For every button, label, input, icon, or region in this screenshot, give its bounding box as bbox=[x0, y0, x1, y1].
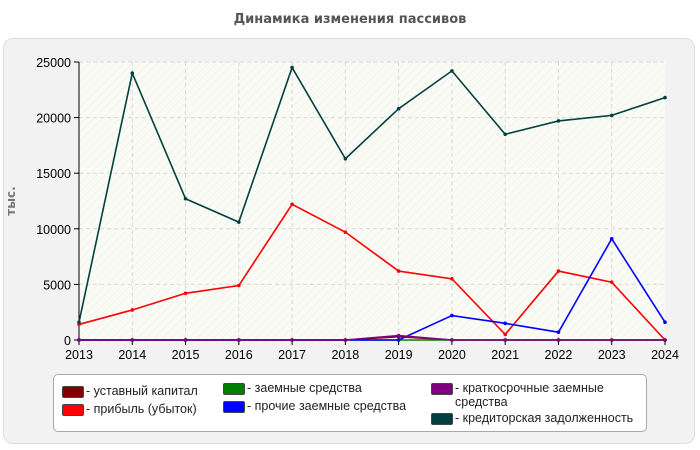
data-point bbox=[450, 313, 454, 318]
series-line-1 bbox=[78, 203, 666, 341]
data-point bbox=[556, 330, 561, 335]
data-point bbox=[396, 106, 401, 111]
data-point bbox=[663, 95, 667, 100]
x-tick-label: 2016 bbox=[225, 348, 253, 362]
data-point bbox=[237, 283, 241, 288]
legend-swatch bbox=[223, 383, 245, 395]
series-line-5 bbox=[78, 65, 666, 323]
y-tick-label: 25000 bbox=[36, 56, 71, 70]
legend-label: - прибыль (убыток) bbox=[86, 402, 197, 416]
data-point bbox=[183, 196, 188, 201]
y-tick-label: 0 bbox=[64, 334, 71, 348]
x-tick-label: 2021 bbox=[491, 348, 519, 362]
data-point bbox=[290, 65, 294, 70]
legend-label: - краткосрочные заемные средства bbox=[455, 381, 604, 409]
data-point bbox=[77, 338, 81, 342]
data-point bbox=[396, 338, 401, 342]
y-tick-label: 20000 bbox=[36, 112, 71, 126]
y-tick-label: 15000 bbox=[36, 167, 71, 181]
x-tick-label: 2023 bbox=[598, 348, 626, 362]
x-tick-label: 2020 bbox=[438, 348, 466, 362]
data-point bbox=[130, 71, 135, 75]
data-point bbox=[183, 291, 188, 296]
y-tick-label: 10000 bbox=[36, 223, 71, 237]
x-tick-label: 2024 bbox=[651, 348, 679, 362]
data-point bbox=[343, 156, 348, 161]
legend-label: - уставный капитал bbox=[86, 384, 198, 398]
x-tick-label: 2022 bbox=[545, 348, 573, 362]
data-point bbox=[503, 132, 507, 137]
legend-label: - кредиторская задолженность bbox=[455, 411, 634, 425]
legend-item-kreditorskaya: - кредиторская задолженность bbox=[431, 411, 633, 425]
legend-item-pribyl: - прибыль (убыток) bbox=[62, 402, 197, 416]
data-point bbox=[130, 308, 135, 312]
legend-item-kratkosrochnye: - краткосрочные заемные средства bbox=[431, 381, 631, 409]
x-tick-label: 2017 bbox=[278, 348, 306, 362]
data-point bbox=[609, 237, 614, 241]
x-tick-label: 2014 bbox=[118, 348, 146, 362]
data-point bbox=[396, 269, 401, 273]
x-tick-label: 2013 bbox=[65, 348, 93, 362]
legend-item-ustavny-kapital: - уставный капитал bbox=[62, 384, 198, 398]
data-point bbox=[556, 119, 561, 123]
x-tick-label: 2015 bbox=[172, 348, 200, 362]
data-point bbox=[290, 202, 294, 207]
data-point bbox=[503, 332, 507, 337]
data-point bbox=[183, 338, 188, 342]
legend-label: - заемные средства bbox=[247, 381, 362, 395]
x-tick-label: 2019 bbox=[385, 348, 413, 362]
series-lines bbox=[77, 65, 667, 342]
tick-labels: 0 5000 10000 15000 20000 25000 2013 2014 2015 201… bbox=[36, 56, 679, 362]
y-axis-label: тыс. bbox=[4, 186, 18, 216]
data-point bbox=[663, 320, 667, 325]
data-point bbox=[503, 321, 507, 326]
plot-area bbox=[79, 62, 665, 340]
data-point bbox=[450, 338, 454, 342]
legend-swatch bbox=[62, 386, 84, 398]
chart-legend: - уставный капитал - прибыль (убыток) - … bbox=[53, 374, 647, 432]
data-point bbox=[609, 280, 614, 284]
data-point bbox=[450, 277, 454, 281]
data-point bbox=[237, 338, 241, 342]
data-point bbox=[343, 338, 348, 342]
data-point bbox=[556, 269, 561, 273]
legend-item-zaemnye-sredstva: - заемные средства bbox=[223, 381, 362, 395]
data-point bbox=[290, 338, 294, 342]
legend-label: - прочие заемные средства bbox=[247, 399, 407, 413]
legend-swatch bbox=[223, 401, 245, 413]
data-point bbox=[609, 113, 614, 118]
x-tick-label: 2018 bbox=[331, 348, 359, 362]
data-point bbox=[450, 69, 454, 73]
data-point bbox=[503, 338, 507, 342]
legend-swatch bbox=[62, 404, 84, 416]
data-point bbox=[343, 230, 348, 234]
legend-swatch bbox=[431, 383, 453, 395]
data-point bbox=[130, 338, 135, 342]
data-point bbox=[237, 220, 241, 224]
data-point bbox=[77, 320, 81, 325]
data-point bbox=[396, 333, 401, 338]
data-point bbox=[663, 338, 667, 342]
data-point bbox=[609, 338, 614, 342]
data-point bbox=[556, 338, 561, 342]
series-line-4 bbox=[79, 334, 665, 341]
legend-item-prochie-zaemnye: - прочие заемные средства bbox=[223, 399, 406, 413]
chart-title: Динамика изменения пассивов bbox=[233, 12, 467, 27]
y-tick-label: 5000 bbox=[43, 278, 71, 292]
legend-swatch bbox=[431, 413, 453, 425]
